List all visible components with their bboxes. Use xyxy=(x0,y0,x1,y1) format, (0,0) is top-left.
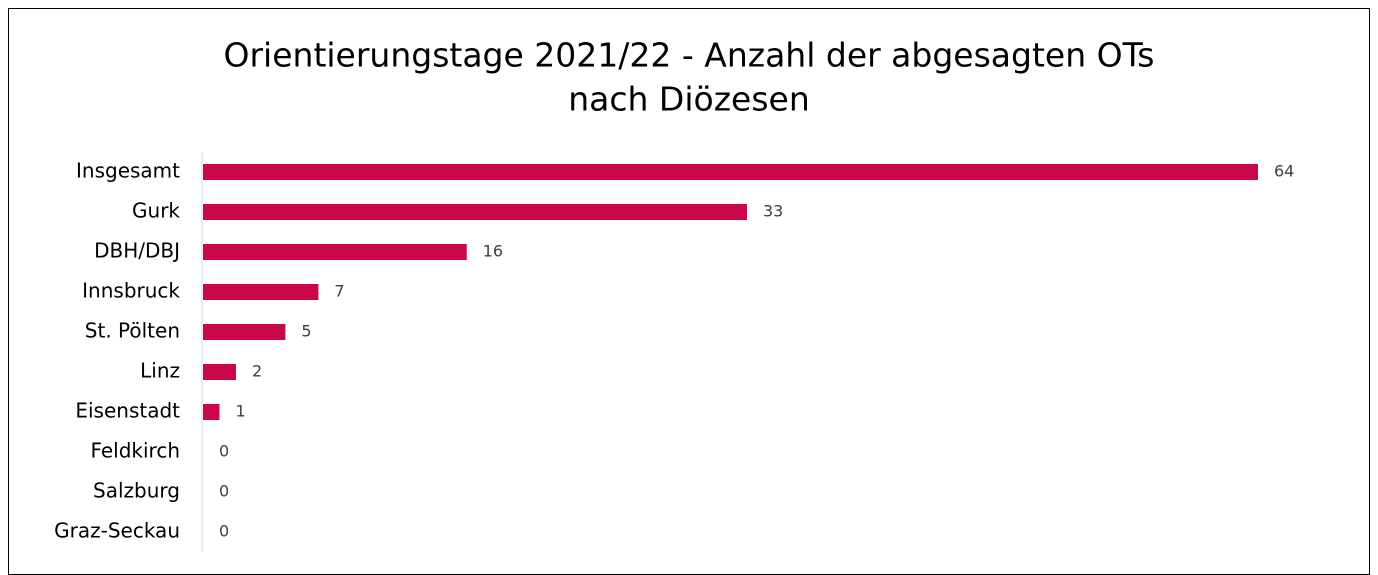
data-label: 5 xyxy=(301,322,311,341)
data-label: 0 xyxy=(219,442,229,461)
data-label: 0 xyxy=(219,482,229,501)
y-tick-label: Salzburg xyxy=(93,479,180,503)
data-label: 7 xyxy=(334,282,344,301)
data-label: 1 xyxy=(235,402,245,421)
y-tick-label: Eisenstadt xyxy=(75,399,180,423)
bar xyxy=(203,164,1258,180)
bar xyxy=(203,244,467,260)
chart-title: Orientierungstage 2021/22 - Anzahl der a… xyxy=(224,36,1155,75)
chart-title: nach Diözesen xyxy=(568,80,810,119)
y-tick-label: Innsbruck xyxy=(82,279,180,303)
y-tick-label: DBH/DBJ xyxy=(94,239,180,263)
data-label: 0 xyxy=(219,522,229,541)
y-tick-label: Feldkirch xyxy=(90,439,180,463)
data-label: 16 xyxy=(483,242,503,261)
bar xyxy=(203,324,286,340)
y-tick-label: Linz xyxy=(140,359,180,383)
y-tick-label: Graz-Seckau xyxy=(54,519,180,543)
bar xyxy=(203,284,319,300)
y-tick-label: Gurk xyxy=(132,199,180,223)
y-tick-label: Insgesamt xyxy=(76,159,180,183)
bar xyxy=(203,404,220,420)
data-label: 33 xyxy=(763,202,783,221)
data-label: 64 xyxy=(1274,162,1294,181)
y-tick-label: St. Pölten xyxy=(85,319,180,343)
data-label: 2 xyxy=(252,362,262,381)
bar xyxy=(203,364,236,380)
bar xyxy=(203,204,747,220)
